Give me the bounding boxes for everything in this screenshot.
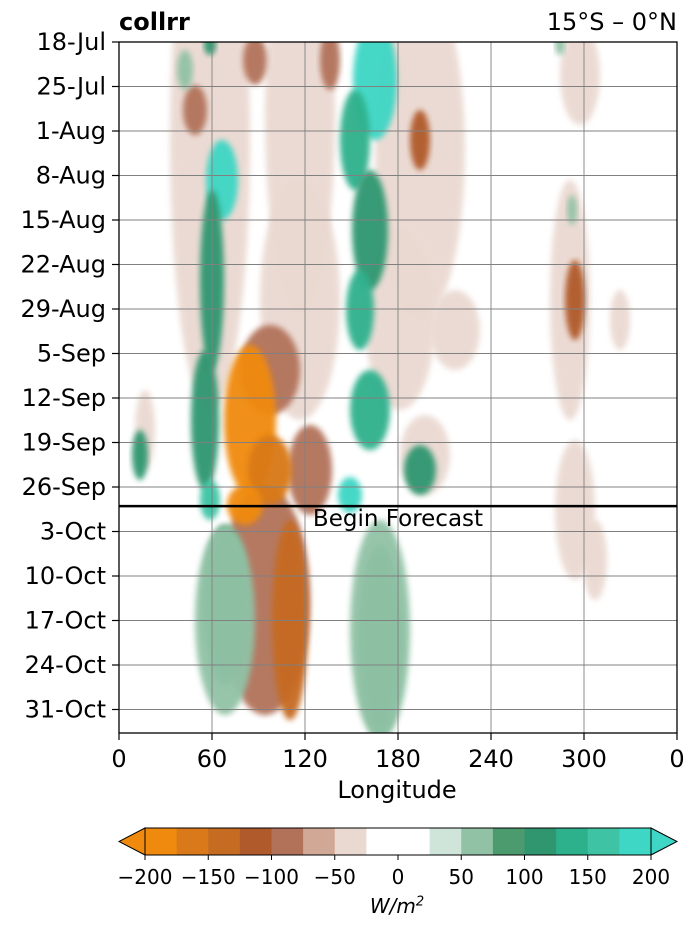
negative-anomaly-patch [320, 42, 340, 90]
negative-anomaly-patch [183, 85, 207, 135]
x-tick-label: 300 [561, 745, 607, 773]
colorbar-tick-label: 150 [569, 865, 607, 889]
colorbar-bin [461, 828, 494, 855]
chart-title-right: 15°S – 0°N [546, 8, 677, 36]
positive-anomaly-patch [200, 480, 220, 520]
negative-anomaly-patch [243, 42, 267, 85]
positive-anomaly-patch [338, 477, 362, 513]
colorbar-bin [587, 828, 620, 855]
colorbar-unit: W/m [369, 894, 416, 918]
x-tick-label: 0 [111, 745, 126, 773]
y-tick-label: 25-Jul [37, 73, 107, 101]
negative-anomaly-patch [248, 435, 292, 505]
colorbar-bin [271, 828, 304, 855]
colorbar-bin [239, 828, 272, 855]
colorbar-extend-min [117, 827, 146, 856]
negative-anomaly-patch [430, 290, 480, 370]
forecast-annotation: Begin Forecast [313, 506, 483, 532]
y-tick-label: 31-Oct [25, 696, 106, 724]
colorbar-bin [303, 828, 336, 855]
colorbar-bin [176, 828, 209, 855]
y-tick-label: 29-Aug [20, 295, 106, 323]
y-tick-label: 1-Aug [36, 117, 106, 145]
y-tick-label: 15-Aug [20, 206, 106, 234]
negative-anomaly-patch [610, 290, 630, 350]
y-tick-label: 19-Sep [22, 429, 106, 457]
colorbar-bin [208, 828, 241, 855]
x-axis-label: Longitude [337, 776, 457, 804]
colorbar-bin [619, 828, 652, 855]
y-tick-label: 17-Oct [25, 607, 106, 635]
colorbar-tick-label: −100 [244, 865, 299, 889]
x-tick-label: 180 [375, 745, 421, 773]
colorbar-bin [334, 828, 367, 855]
x-axis: 0 60 120 180 240 300 0 [111, 733, 685, 773]
colorbar-label: W/m2 [370, 894, 424, 918]
y-tick-label: 26-Sep [22, 473, 106, 501]
colorbar-tick-label: −50 [314, 865, 356, 889]
positive-anomaly-patch [195, 525, 255, 715]
negative-anomaly-patch [365, 230, 435, 410]
colorbar-bin [429, 828, 462, 855]
negative-anomaly-patch [410, 110, 430, 170]
positive-anomaly-patch [555, 42, 565, 55]
positive-anomaly-patch [191, 350, 219, 490]
positive-anomaly-patch [177, 50, 193, 90]
y-tick-label: 8-Aug [36, 162, 106, 190]
y-tick-label: 18-Jul [37, 28, 107, 56]
y-tick-label: 12-Sep [22, 384, 106, 412]
positive-anomaly-patch [346, 270, 374, 350]
negative-anomaly-patch [565, 260, 585, 340]
positive-anomaly-patch [132, 430, 148, 480]
colorbar-bin [524, 828, 557, 855]
colorbar-tick-label: 100 [505, 865, 543, 889]
forecast-marker: Begin Forecast [119, 504, 677, 532]
y-tick-label: 5-Sep [37, 340, 106, 368]
x-tick-label: 120 [282, 745, 328, 773]
y-tick-label: 24-Oct [25, 651, 106, 679]
positive-anomaly-patch [350, 370, 390, 450]
colorbar-bin [145, 828, 178, 855]
positive-anomaly-patch [350, 520, 410, 733]
positive-anomaly-patch [567, 195, 577, 225]
colorbar-tick-label: 50 [449, 865, 474, 889]
colorbar-tick-label: −150 [181, 865, 236, 889]
colorbar-extend-max [650, 827, 679, 856]
y-axis: 18-Jul 25-Jul 1-Aug 8-Aug 15-Aug 22-Aug 29-Aug… [20, 28, 119, 724]
y-tick-label: 3-Oct [40, 518, 106, 546]
positive-anomaly-patch [340, 90, 370, 190]
negative-anomaly-patch [272, 520, 308, 720]
negative-anomaly-patch [560, 42, 600, 125]
x-tick-label: 240 [468, 745, 514, 773]
colorbar-unit-exponent: 2 [415, 894, 425, 910]
x-tick-label: 0 [669, 745, 684, 773]
colorbar-bin [366, 828, 431, 855]
anomaly-field [132, 42, 630, 733]
negative-anomaly-patch [288, 425, 332, 515]
y-tick-label: 10-Oct [25, 562, 106, 590]
colorbar-bin [492, 828, 525, 855]
y-tick-label: 22-Aug [20, 251, 106, 279]
colorbar: −200 −150 −100 −50 0 50 100 150 200 [117, 827, 679, 889]
negative-anomaly-patch [583, 520, 607, 600]
colorbar-tick-label: 0 [392, 865, 405, 889]
x-tick-label: 60 [197, 745, 228, 773]
colorbar-bin [556, 828, 589, 855]
positive-anomaly-patch [204, 42, 216, 55]
colorbar-tick-label: 200 [632, 865, 670, 889]
chart-title-left: collrr [119, 8, 190, 36]
colorbar-tick-label: −200 [118, 865, 173, 889]
positive-anomaly-patch [352, 170, 388, 290]
positive-anomaly-patch [404, 445, 436, 495]
